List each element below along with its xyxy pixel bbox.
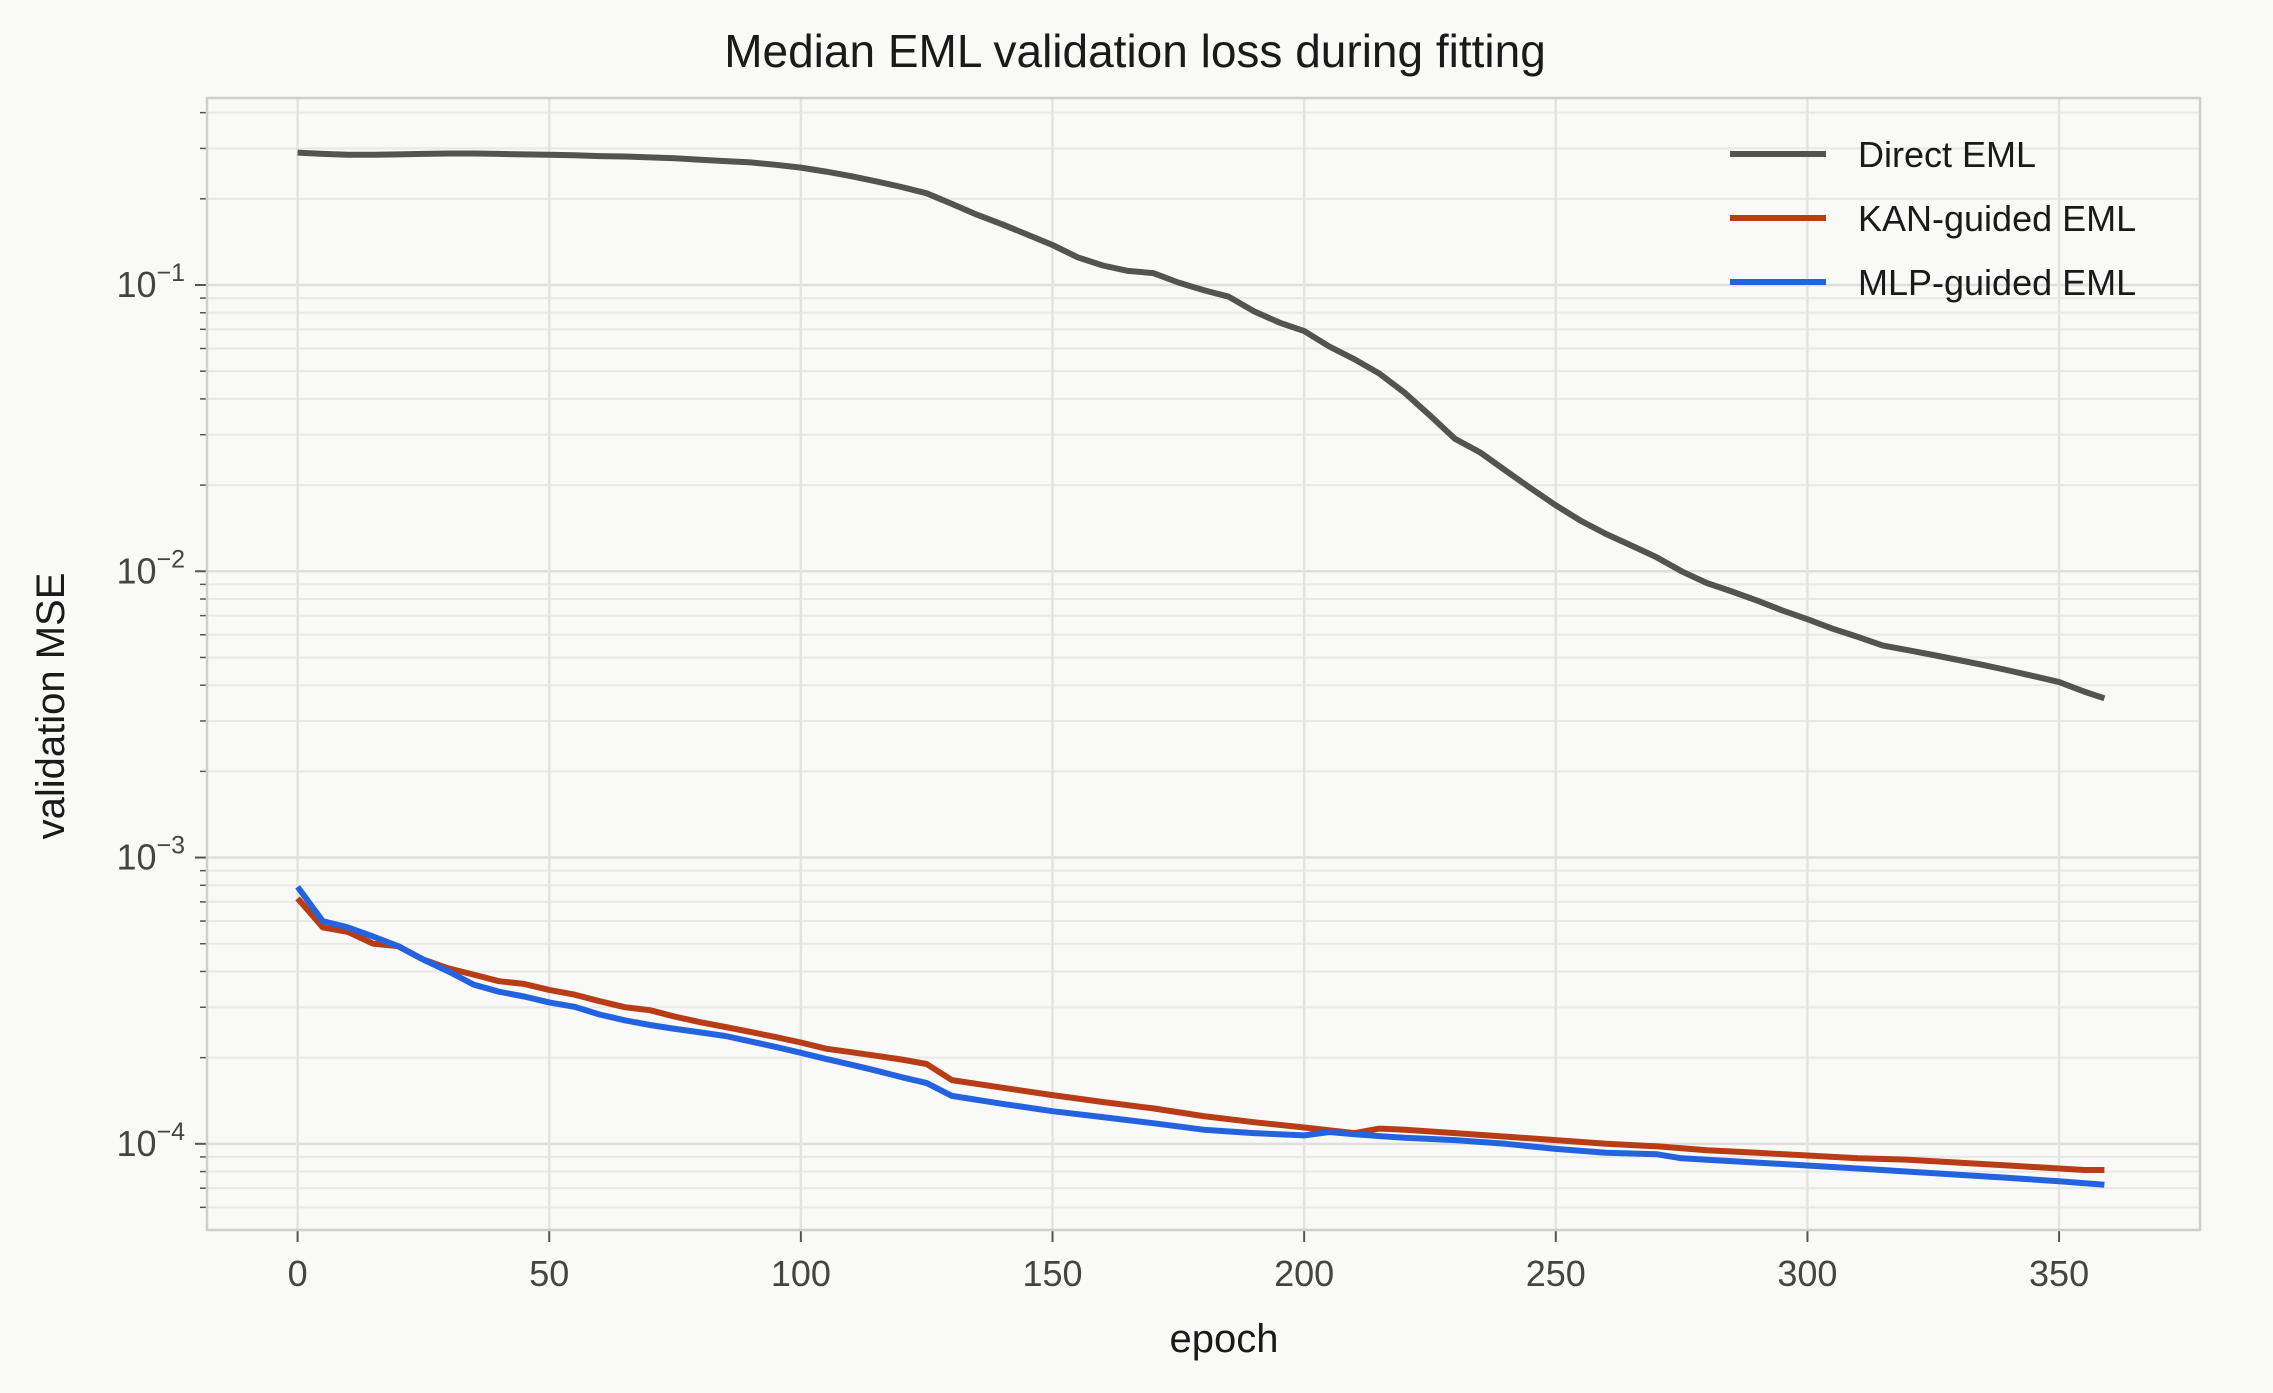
y-tick-label: 10−2 <box>116 545 185 591</box>
x-axis-label: epoch <box>1170 1317 1279 1361</box>
x-tick-label: 150 <box>1022 1253 1082 1294</box>
y-tick-label: 10−1 <box>116 259 185 305</box>
x-tick-label: 50 <box>529 1253 569 1294</box>
y-tick-label: 10−4 <box>116 1118 185 1164</box>
plot-frame <box>205 96 2202 1232</box>
x-tick-label: 350 <box>2029 1253 2089 1294</box>
grid <box>207 98 2200 1230</box>
y-axis-label: validation MSE <box>29 573 73 840</box>
y-tick-label: 10−3 <box>116 832 185 878</box>
legend-label-direct-eml: Direct EML <box>1858 134 2036 175</box>
x-tick-label: 200 <box>1274 1253 1334 1294</box>
x-tick-label: 250 <box>1526 1253 1586 1294</box>
chart-title: Median EML validation loss during fittin… <box>724 25 1546 77</box>
series-line-mlp-guided-eml <box>295 885 2105 1188</box>
legend-label-kan-guided-eml: KAN-guided EML <box>1858 198 2136 239</box>
series-line-direct-eml <box>297 149 2106 702</box>
series-line-kan-guided-eml <box>295 896 2105 1173</box>
legend-label-mlp-guided-eml: MLP-guided EML <box>1858 262 2136 303</box>
series-layer <box>295 149 2106 1188</box>
x-tick-label: 100 <box>771 1253 831 1294</box>
x-tick-label: 0 <box>288 1253 308 1294</box>
x-tick-label: 300 <box>1777 1253 1837 1294</box>
legend[interactable]: Direct EML KAN-guided EML MLP-guided EML <box>1730 134 2136 303</box>
axes: 10−1 10−2 10−3 10−4 0 50 100 150 200 250 300 350 <box>116 96 2202 1294</box>
